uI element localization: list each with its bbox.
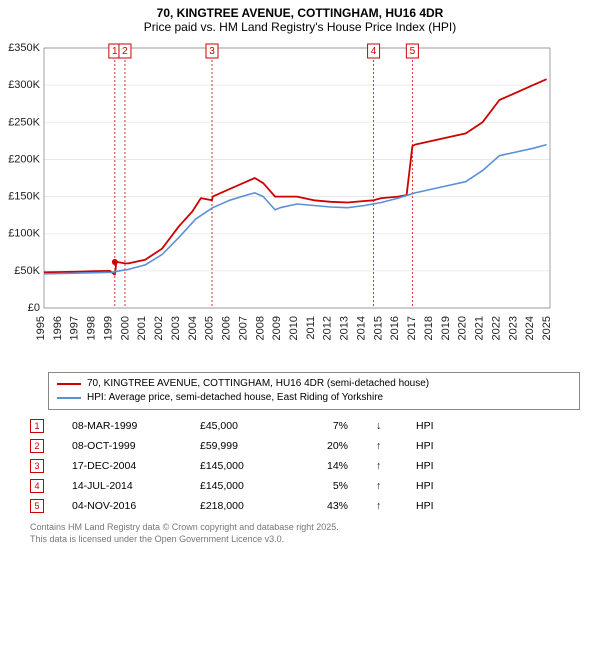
txn-date: 08-MAR-1999 (72, 420, 172, 432)
legend-item-1: 70, KINGTREE AVENUE, COTTINGHAM, HU16 4D… (57, 377, 571, 391)
line-chart: £0 £50K £100K £150K £200K £250K £300K £350K 12 3 4… (0, 38, 600, 368)
svg-text:£0: £0 (28, 302, 40, 314)
svg-text:2019: 2019 (440, 316, 452, 340)
txn-ref: HPI (416, 460, 446, 472)
legend-item-2: HPI: Average price, semi-detached house,… (57, 391, 571, 405)
txn-marker: 3 (30, 459, 44, 473)
svg-text:2: 2 (122, 46, 128, 57)
footer-line1: Contains HM Land Registry data © Crown c… (30, 522, 580, 534)
svg-text:2022: 2022 (490, 316, 502, 340)
svg-text:2002: 2002 (153, 316, 165, 340)
svg-text:2010: 2010 (288, 316, 300, 340)
txn-date: 14-JUL-2014 (72, 480, 172, 492)
svg-text:£250K: £250K (8, 116, 40, 128)
txn-price: £145,000 (200, 460, 280, 472)
legend-swatch-red (57, 383, 81, 385)
svg-text:2007: 2007 (237, 316, 249, 340)
svg-text:4: 4 (371, 46, 377, 57)
table-row: 3 17-DEC-2004 £145,000 14% ↑ HPI (30, 456, 580, 476)
svg-text:1998: 1998 (86, 316, 98, 340)
svg-text:£200K: £200K (8, 153, 40, 165)
svg-text:5: 5 (410, 46, 416, 57)
txn-marker: 1 (30, 419, 44, 433)
svg-text:2014: 2014 (355, 316, 367, 340)
txn-marker: 5 (30, 499, 44, 513)
svg-text:1: 1 (112, 46, 118, 57)
svg-text:£150K: £150K (8, 191, 40, 203)
svg-text:2001: 2001 (136, 316, 148, 340)
svg-text:1999: 1999 (102, 316, 114, 340)
txn-price: £218,000 (200, 500, 280, 512)
svg-text:2016: 2016 (389, 316, 401, 340)
table-row: 1 08-MAR-1999 £45,000 7% ↓ HPI (30, 416, 580, 436)
legend: 70, KINGTREE AVENUE, COTTINGHAM, HU16 4D… (48, 372, 580, 410)
txn-arrow-icon: ↓ (376, 420, 388, 432)
svg-text:2004: 2004 (187, 316, 199, 340)
txn-date: 08-OCT-1999 (72, 440, 172, 452)
svg-text:1995: 1995 (35, 316, 47, 340)
svg-text:2020: 2020 (457, 316, 469, 340)
txn-arrow-icon: ↑ (376, 500, 388, 512)
txn-price: £59,999 (200, 440, 280, 452)
svg-text:2008: 2008 (254, 316, 266, 340)
table-row: 2 08-OCT-1999 £59,999 20% ↑ HPI (30, 436, 580, 456)
svg-text:£300K: £300K (8, 79, 40, 91)
svg-text:£100K: £100K (8, 228, 40, 240)
txn-arrow-icon: ↑ (376, 480, 388, 492)
chart-container: 70, KINGTREE AVENUE, COTTINGHAM, HU16 4D… (0, 0, 600, 650)
svg-text:£350K: £350K (8, 42, 40, 54)
legend-label-1: 70, KINGTREE AVENUE, COTTINGHAM, HU16 4D… (87, 377, 429, 391)
txn-marker: 4 (30, 479, 44, 493)
txn-date: 17-DEC-2004 (72, 460, 172, 472)
svg-text:1996: 1996 (52, 316, 64, 340)
legend-label-2: HPI: Average price, semi-detached house,… (87, 391, 383, 405)
txn-pct: 7% (308, 420, 348, 432)
txn-ref: HPI (416, 420, 446, 432)
txn-date: 04-NOV-2016 (72, 500, 172, 512)
legend-swatch-blue (57, 397, 81, 399)
txn-pct: 14% (308, 460, 348, 472)
title-line2: Price paid vs. HM Land Registry's House … (0, 20, 600, 38)
footer-line2: This data is licensed under the Open Gov… (30, 534, 580, 546)
svg-text:2003: 2003 (170, 316, 182, 340)
txn-pct: 5% (308, 480, 348, 492)
svg-text:2005: 2005 (204, 316, 216, 340)
txn-ref: HPI (416, 500, 446, 512)
svg-text:2017: 2017 (406, 316, 418, 340)
svg-text:1997: 1997 (69, 316, 81, 340)
svg-text:2023: 2023 (507, 316, 519, 340)
svg-text:2018: 2018 (423, 316, 435, 340)
svg-text:2000: 2000 (119, 316, 131, 340)
table-row: 5 04-NOV-2016 £218,000 43% ↑ HPI (30, 496, 580, 516)
txn-arrow-icon: ↑ (376, 440, 388, 452)
table-row: 4 14-JUL-2014 £145,000 5% ↑ HPI (30, 476, 580, 496)
svg-text:2011: 2011 (305, 316, 317, 340)
txn-pct: 43% (308, 500, 348, 512)
svg-text:2006: 2006 (221, 316, 233, 340)
title-line1: 70, KINGTREE AVENUE, COTTINGHAM, HU16 4D… (0, 0, 600, 20)
txn-pct: 20% (308, 440, 348, 452)
transaction-table: 1 08-MAR-1999 £45,000 7% ↓ HPI 2 08-OCT-1999 £59… (30, 416, 580, 516)
svg-text:2024: 2024 (524, 316, 536, 340)
svg-text:2012: 2012 (322, 316, 334, 340)
svg-text:2015: 2015 (372, 316, 384, 340)
txn-price: £145,000 (200, 480, 280, 492)
svg-text:2021: 2021 (474, 316, 486, 340)
txn-arrow-icon: ↑ (376, 460, 388, 472)
footer: Contains HM Land Registry data © Crown c… (30, 522, 580, 545)
svg-text:2009: 2009 (271, 316, 283, 340)
txn-price: £45,000 (200, 420, 280, 432)
txn-ref: HPI (416, 480, 446, 492)
txn-ref: HPI (416, 440, 446, 452)
svg-text:2013: 2013 (339, 316, 351, 340)
svg-text:3: 3 (209, 46, 215, 57)
svg-text:2025: 2025 (541, 316, 553, 340)
svg-text:£50K: £50K (14, 265, 40, 277)
txn-marker: 2 (30, 439, 44, 453)
